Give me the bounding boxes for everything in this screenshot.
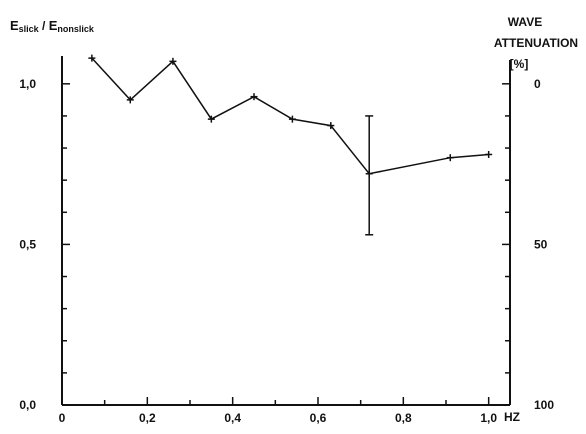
- y-left-sub-b: nonslick: [57, 24, 95, 34]
- y-right-tick-label-0: 0: [534, 77, 541, 91]
- data-point-8: [446, 154, 454, 162]
- tick-labels: 0 0,2 0,4 0,6 0,8 1,0 0,0 0,5 1,0 0 50 100: [19, 77, 554, 425]
- x-tick-label-3: 0,6: [310, 411, 327, 425]
- data-point-7: [365, 170, 373, 178]
- y-axis-right-title-line1: WAVE: [508, 15, 542, 29]
- y-left-sep: /: [39, 19, 49, 33]
- x-tick-label-2: 0,4: [224, 411, 241, 425]
- x-tick-label-0: 0: [59, 411, 66, 425]
- y-left-sub-a: slick: [19, 24, 40, 34]
- data-point-6: [327, 122, 335, 130]
- data-point-4: [250, 93, 258, 101]
- data-point-3: [207, 115, 215, 123]
- data-point-1: [126, 96, 134, 104]
- x-tick-label-1: 0,2: [139, 411, 156, 425]
- data-point-5: [288, 115, 296, 123]
- y-left-main-b: E: [49, 18, 58, 33]
- series-lines: [91, 57, 489, 175]
- y-right-tick-label-1: 50: [534, 237, 548, 251]
- data-point-2: [169, 57, 177, 65]
- y-right-tick-label-2: 100: [534, 398, 554, 412]
- y-left-tick-label-2: 1,0: [19, 77, 36, 91]
- y-left-main-a: E: [10, 18, 19, 33]
- y-axis-right-title-line2: ATTENUATION: [494, 36, 578, 50]
- y-axis-right-title-line3: [%]: [510, 57, 529, 71]
- axes: [61, 56, 511, 406]
- y-axis-left-title: Eslick / Enonslick: [10, 18, 95, 34]
- series-line-0: [91, 57, 489, 175]
- y-left-tick-label-1: 0,5: [19, 237, 36, 251]
- data-point-0: [88, 54, 96, 62]
- x-tick-label-4: 0,8: [395, 411, 412, 425]
- series-markers: [88, 54, 493, 178]
- data-point-9: [485, 150, 493, 158]
- x-axis-unit: HZ: [504, 410, 520, 424]
- y-left-tick-label-0: 0,0: [19, 398, 36, 412]
- x-tick-label-5: 1,0: [480, 411, 497, 425]
- ticks: [61, 83, 510, 406]
